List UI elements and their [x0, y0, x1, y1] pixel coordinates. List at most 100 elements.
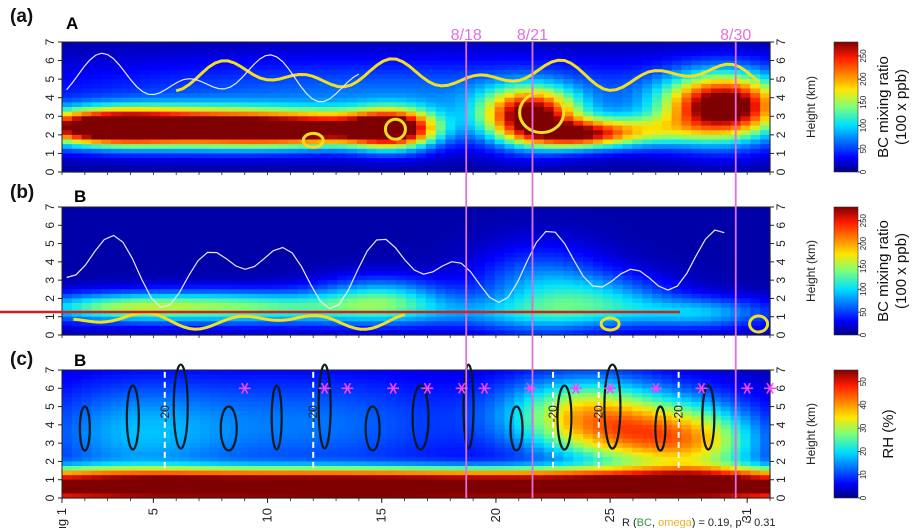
heatmap-cell [475, 239, 486, 245]
heatmap-cell [81, 55, 93, 62]
heatmap-cell [268, 488, 279, 495]
heatmap-cell [711, 102, 722, 108]
heatmap-cell [534, 93, 545, 99]
heatmap-cell [366, 316, 378, 322]
heatmap-cell [258, 261, 270, 268]
heatmap-cell [602, 321, 614, 327]
heatmap-cell [652, 280, 663, 286]
heatmap-cell [347, 307, 358, 313]
heatmap-cell [671, 153, 683, 159]
y-tick-label-right: 0 [774, 168, 788, 175]
heatmap-cell [140, 55, 152, 62]
heatmap-cell [150, 234, 161, 240]
heatmap-cell [720, 280, 732, 286]
heatmap-cell [268, 97, 279, 103]
heatmap-cell [671, 252, 683, 258]
heatmap-cell [121, 271, 132, 277]
heatmap-cell [681, 280, 692, 286]
heatmap-cell [71, 266, 83, 272]
heatmap-cell [219, 125, 230, 131]
heatmap-cell [258, 475, 270, 481]
heatmap-cell [504, 107, 515, 113]
heatmap-cell [209, 134, 220, 141]
heatmap-cell [711, 325, 722, 332]
heatmap-cell [425, 321, 437, 327]
heatmap-cell [563, 74, 574, 80]
heatmap-cell [199, 134, 211, 141]
heatmap-cell [445, 97, 456, 103]
heatmap-cell [494, 252, 506, 258]
heatmap-cell [278, 229, 289, 236]
heatmap-cell [671, 271, 683, 277]
heatmap-cell [288, 111, 299, 117]
heatmap-cell [101, 307, 112, 313]
heatmap-cell [543, 303, 555, 309]
heatmap-cell [563, 207, 574, 213]
heatmap-cell [258, 406, 270, 412]
heatmap-cell [130, 130, 142, 136]
heatmap-cell [180, 461, 191, 467]
heatmap-cell [642, 298, 653, 304]
heatmap-cell [317, 93, 329, 99]
heatmap-cell [180, 111, 191, 117]
heatmap-cell [416, 102, 427, 108]
y-tick-label-left: 1 [43, 313, 57, 320]
heatmap-cell [612, 130, 624, 136]
heatmap-cell [71, 229, 83, 236]
heatmap-cell [121, 88, 132, 94]
heatmap-cell [81, 370, 93, 376]
heatmap-cell [258, 79, 270, 85]
heatmap-cell [652, 207, 663, 213]
heatmap-cell [720, 102, 732, 108]
heatmap-cell [239, 493, 250, 499]
heatmap-cell [189, 248, 201, 254]
heatmap-cell [248, 452, 260, 458]
heatmap-cell [465, 134, 476, 141]
heatmap-cell [160, 139, 171, 145]
heatmap-cell [81, 411, 93, 417]
heatmap-cell [101, 493, 112, 499]
heatmap-cell [62, 148, 73, 155]
heatmap-cell [71, 466, 83, 472]
heatmap-cell [189, 307, 201, 313]
heatmap-cell [307, 158, 319, 164]
heatmap-cell [278, 420, 289, 426]
heatmap-cell [376, 312, 388, 318]
heatmap-cell [622, 55, 633, 62]
heatmap-cell [130, 261, 142, 268]
heatmap-cell [632, 207, 643, 213]
heatmap-cell [317, 284, 329, 290]
heatmap-cell [563, 321, 574, 327]
heatmap-cell [494, 102, 506, 108]
heatmap-cell [760, 162, 771, 168]
heatmap-cell [239, 46, 250, 52]
heatmap-cell [62, 447, 73, 453]
heatmap-cell [150, 493, 161, 499]
heatmap-cell [121, 466, 132, 472]
heatmap-cell [111, 289, 122, 295]
heatmap-cell [622, 120, 633, 127]
heatmap-cell [425, 139, 437, 145]
heatmap-cell [62, 88, 73, 94]
heatmap-cell [602, 220, 614, 226]
heatmap-cell [435, 102, 447, 108]
heatmap-cell [475, 148, 486, 155]
heatmap-cell [573, 111, 584, 117]
heatmap-cell [219, 298, 230, 304]
heatmap-cell [376, 216, 388, 222]
heatmap-cell [317, 83, 329, 90]
heatmap-cell [229, 312, 240, 318]
heatmap-cell [248, 307, 260, 313]
heatmap-cell [622, 102, 633, 108]
heatmap-cell [376, 116, 388, 122]
heatmap-cell [62, 107, 73, 113]
heatmap-cell [160, 275, 171, 281]
heatmap-cell [396, 153, 407, 159]
heatmap-cell [288, 456, 299, 463]
heatmap-cell [199, 415, 211, 421]
heatmap-cell [563, 125, 574, 131]
heatmap-cell [406, 216, 417, 222]
heatmap-cell [671, 111, 683, 117]
heatmap-cell [268, 88, 279, 94]
heatmap-cell [435, 42, 447, 48]
